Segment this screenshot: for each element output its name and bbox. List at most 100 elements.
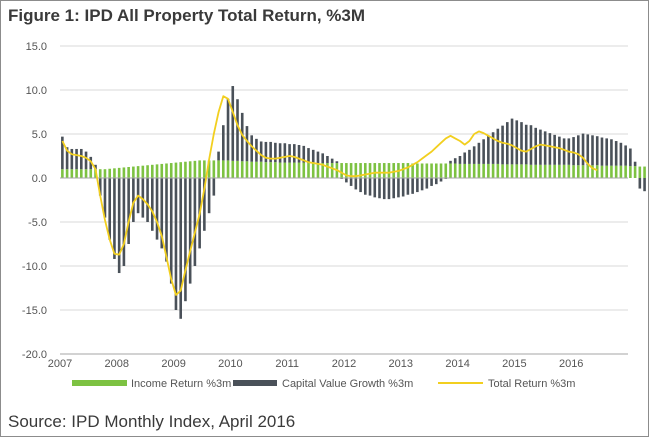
- capital-value-growth-bar: [150, 178, 154, 231]
- income-return-bar: [529, 164, 533, 178]
- capital-value-growth-bar: [643, 178, 646, 192]
- capital-value-growth-bar: [207, 178, 211, 214]
- income-return-bar: [354, 163, 358, 178]
- capital-value-growth-bar: [487, 135, 490, 164]
- income-return-bar: [103, 169, 107, 178]
- income-return-bar: [89, 169, 93, 178]
- capital-value-growth-bar: [335, 161, 339, 164]
- income-return-bar: [330, 163, 334, 178]
- capital-value-growth-bar: [345, 178, 348, 183]
- capital-value-growth-bar: [141, 178, 145, 218]
- income-return-bar: [633, 166, 637, 178]
- capital-value-growth-bar: [449, 160, 452, 164]
- capital-value-growth-bar: [221, 125, 225, 161]
- income-return-bar: [165, 163, 168, 178]
- capital-value-growth-bar: [274, 142, 277, 163]
- capital-value-growth-bar: [117, 178, 121, 274]
- capital-value-growth-bar: [160, 178, 164, 249]
- capital-value-growth-bar: [496, 128, 500, 164]
- income-return-bar: [600, 165, 604, 178]
- income-return-bar: [193, 160, 197, 178]
- income-return-bar: [463, 163, 467, 178]
- income-return-bar: [264, 162, 268, 178]
- capital-value-growth-bar: [581, 133, 585, 166]
- income-return-bar: [155, 164, 159, 178]
- income-return-bar: [321, 163, 325, 178]
- capital-value-growth-bar: [240, 112, 244, 162]
- income-return-bar: [288, 162, 291, 178]
- income-return-bar: [283, 162, 287, 178]
- income-return-bar: [141, 165, 145, 178]
- income-return-bar: [605, 165, 609, 178]
- income-return-bar: [392, 163, 396, 178]
- capital-value-growth-bar: [416, 178, 419, 193]
- income-return-bar: [624, 165, 627, 178]
- income-return-bar: [217, 160, 220, 178]
- capital-value-growth-bar: [425, 178, 429, 189]
- capital-value-growth-bar: [75, 148, 78, 170]
- capital-value-growth-bar: [510, 118, 514, 165]
- income-return-bar: [150, 164, 154, 178]
- income-return-bar: [231, 160, 235, 178]
- y-tick-label: -20.0: [22, 349, 47, 361]
- income-return-bar: [363, 163, 367, 178]
- capital-value-growth-bar: [515, 120, 519, 165]
- capital-value-growth-bar: [79, 148, 83, 170]
- income-return-bar: [539, 164, 542, 178]
- income-return-bar: [278, 162, 282, 178]
- capital-value-growth-bar: [155, 178, 159, 240]
- income-return-bar: [548, 164, 552, 178]
- income-return-bar: [255, 161, 258, 178]
- y-tick-label: -10.0: [22, 261, 47, 273]
- capital-value-growth-bar: [231, 86, 235, 161]
- capital-value-growth-bar: [89, 156, 93, 170]
- y-tick-label: -15.0: [22, 305, 47, 317]
- income-return-bar: [586, 165, 590, 178]
- capital-value-growth-bar: [127, 178, 130, 244]
- capital-value-growth-bar: [169, 178, 173, 284]
- capital-value-growth-bar: [65, 147, 69, 170]
- income-return-bar: [610, 165, 613, 178]
- capital-value-growth-bar: [146, 178, 149, 222]
- income-return-bar: [520, 164, 523, 178]
- income-return-bar: [236, 160, 239, 178]
- capital-value-growth-bar: [84, 151, 88, 170]
- capital-value-growth-bar: [359, 178, 362, 193]
- chart-source: Source: IPD Monthly Index, April 2016: [8, 412, 296, 431]
- capital-value-growth-bar: [297, 145, 301, 163]
- capital-value-growth-bar: [226, 98, 230, 161]
- legend: Income Return %3m Capital Value Growth %3…: [72, 378, 575, 390]
- capital-value-growth-bar: [302, 145, 306, 163]
- capital-value-growth-bar: [619, 142, 623, 166]
- income-return-series: [61, 160, 646, 178]
- y-tick-label: 10.0: [26, 85, 47, 97]
- income-return-bar: [240, 161, 244, 178]
- capital-value-growth-bar: [184, 178, 187, 302]
- capital-value-growth-bar: [411, 178, 414, 194]
- income-return-bar: [482, 163, 485, 178]
- income-return-bar: [136, 166, 140, 178]
- income-return-bar: [359, 163, 362, 178]
- capital-value-growth-bar: [330, 158, 334, 164]
- capital-value-growth-bar: [610, 139, 613, 166]
- capital-value-growth-bar: [278, 143, 282, 163]
- income-return-bar: [581, 165, 585, 178]
- capital-value-growth-bar: [501, 125, 504, 165]
- capital-value-growth-bar: [193, 178, 197, 266]
- capital-value-growth-bar: [321, 153, 325, 164]
- capital-value-growth-bar: [212, 178, 216, 196]
- income-return-bar: [61, 169, 64, 178]
- capital-value-growth-bar: [217, 151, 220, 161]
- zero-axis: [60, 177, 628, 355]
- capital-value-growth-series: [61, 86, 646, 319]
- capital-value-growth-bar: [382, 178, 386, 200]
- total-return-line: [61, 95, 598, 296]
- income-return-bar: [501, 164, 504, 178]
- income-return-bar: [75, 169, 78, 178]
- x-tick-label: 2011: [275, 358, 299, 370]
- income-return-bar: [496, 163, 500, 178]
- capital-value-growth-bar: [558, 136, 561, 165]
- x-tick-label: 2010: [218, 358, 242, 370]
- income-return-bar: [591, 165, 594, 178]
